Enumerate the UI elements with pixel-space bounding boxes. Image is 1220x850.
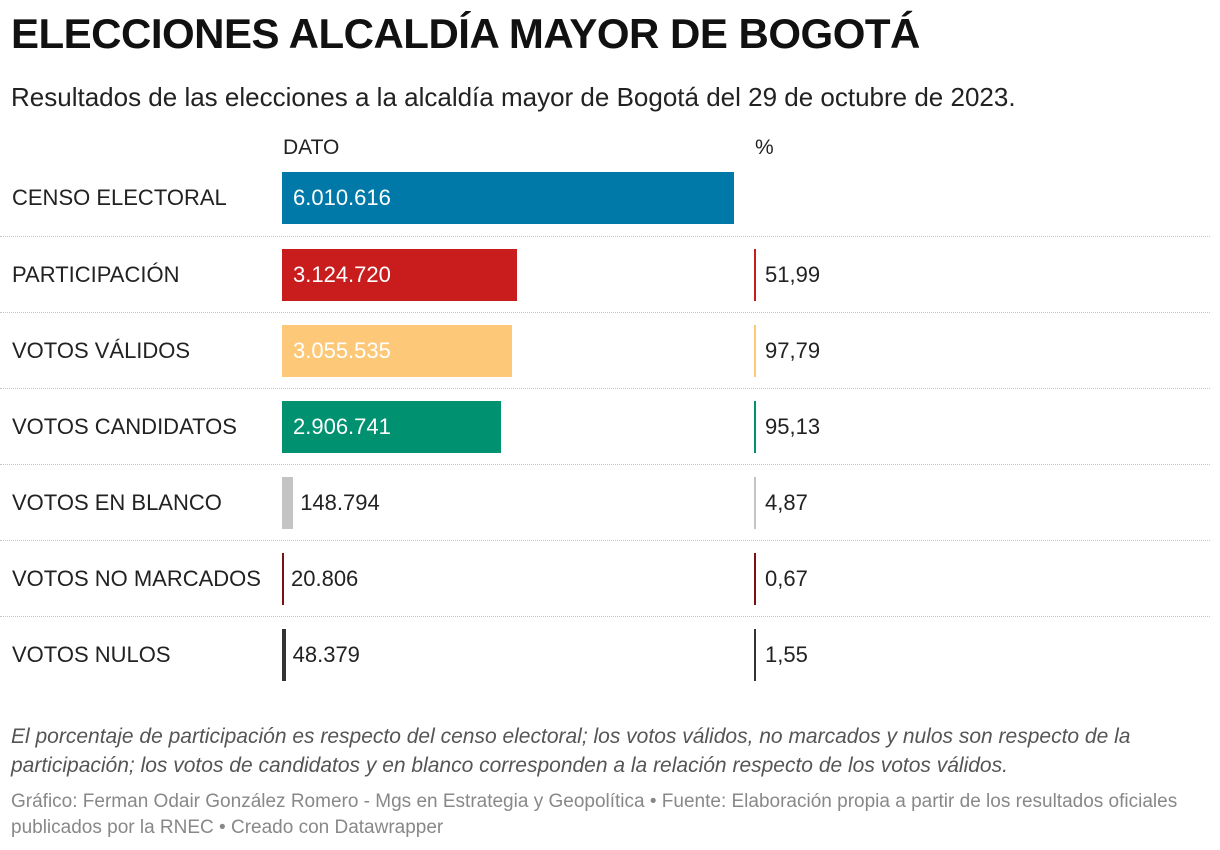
table-row: VOTOS NO MARCADOS 20.806 0,67 bbox=[0, 540, 1210, 617]
table-row: VOTOS CANDIDATOS 2.906.741 95,13 bbox=[0, 388, 1210, 465]
value-bar bbox=[282, 325, 512, 377]
chart-subtitle: Resultados de las elecciones a la alcald… bbox=[11, 82, 1016, 112]
chart-title: ELECCIONES ALCALDÍA MAYOR DE BOGOTÁ bbox=[11, 10, 920, 57]
value-bar bbox=[282, 477, 294, 529]
value-label: 3.124.720 bbox=[293, 262, 391, 287]
percent-label: 0,67 bbox=[765, 566, 808, 591]
value-label: 3.055.535 bbox=[293, 338, 391, 363]
value-bar bbox=[282, 401, 501, 453]
percent-label: 4,87 bbox=[765, 490, 808, 515]
percent-marker bbox=[754, 325, 756, 377]
percent-marker bbox=[754, 249, 756, 301]
value-bar bbox=[282, 172, 734, 224]
percent-label: 97,79 bbox=[765, 338, 821, 363]
value-label: 20.806 bbox=[291, 566, 359, 591]
column-header-percent: % bbox=[755, 136, 774, 159]
table-row: VOTOS VÁLIDOS 3.055.535 97,79 bbox=[0, 312, 1210, 389]
table-row: CENSO ELECTORAL 6.010.616 bbox=[0, 160, 1210, 236]
column-header-dato: DATO bbox=[283, 136, 340, 159]
percent-label: 1,55 bbox=[765, 642, 808, 667]
percent-label: 95,13 bbox=[765, 414, 821, 439]
row-label: CENSO ELECTORAL bbox=[12, 185, 227, 210]
percent-marker bbox=[754, 553, 756, 605]
percent-marker bbox=[754, 629, 756, 681]
row-label: VOTOS EN BLANCO bbox=[12, 490, 222, 515]
chart-credit: Gráfico: Ferman Odair González Romero - … bbox=[11, 791, 1178, 838]
value-label: 6.010.616 bbox=[293, 185, 391, 210]
value-bar bbox=[282, 553, 284, 605]
percent-label: 51,99 bbox=[765, 262, 821, 287]
chart-note: El porcentaje de participación es respec… bbox=[11, 725, 1131, 777]
row-label: PARTICIPACIÓN bbox=[12, 262, 180, 287]
row-label: VOTOS CANDIDATOS bbox=[12, 414, 237, 439]
percent-marker bbox=[754, 401, 756, 453]
table-row: PARTICIPACIÓN 3.124.720 51,99 bbox=[0, 236, 1210, 313]
value-label: 48.379 bbox=[292, 642, 360, 667]
row-label: VOTOS VÁLIDOS bbox=[12, 338, 191, 363]
value-bar bbox=[282, 249, 517, 301]
value-bar bbox=[282, 629, 286, 681]
table-row: VOTOS EN BLANCO 148.794 4,87 bbox=[0, 464, 1210, 541]
percent-marker bbox=[754, 477, 756, 529]
value-label: 148.794 bbox=[300, 490, 380, 515]
value-label: 2.906.741 bbox=[293, 414, 391, 439]
table-row: VOTOS NULOS 48.379 1,55 bbox=[0, 616, 1210, 693]
row-label: VOTOS NULOS bbox=[12, 642, 171, 667]
row-label: VOTOS NO MARCADOS bbox=[12, 566, 261, 591]
